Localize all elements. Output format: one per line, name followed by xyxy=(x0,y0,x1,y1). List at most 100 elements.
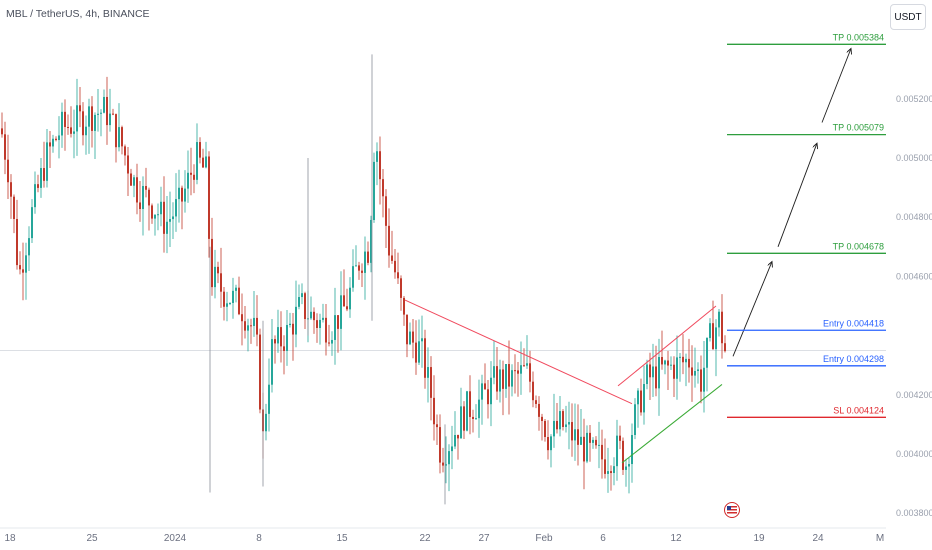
candle-body xyxy=(295,306,297,335)
candle-body xyxy=(457,434,459,439)
candle-body xyxy=(706,338,708,368)
candle-body xyxy=(664,360,666,365)
price-tick-label: 0.005200 xyxy=(896,94,932,104)
candle-body xyxy=(601,444,603,460)
candle-body xyxy=(34,184,36,208)
candle-body xyxy=(358,265,360,271)
candle-body xyxy=(331,339,333,344)
candle-body xyxy=(115,114,117,148)
candle-body xyxy=(253,317,255,327)
candle-body xyxy=(217,266,219,274)
candle-body xyxy=(223,291,225,307)
candle-body xyxy=(349,287,351,310)
projection-arrow[interactable] xyxy=(821,48,851,123)
candle-body xyxy=(526,363,528,366)
candle-body xyxy=(103,96,105,113)
candle-body xyxy=(40,168,42,188)
time-tick-label: 18 xyxy=(4,533,16,544)
time-tick-label: 19 xyxy=(753,533,765,544)
channel-upper-line[interactable] xyxy=(617,305,717,387)
candle-body xyxy=(463,406,465,431)
price-tick-label: 0.005000 xyxy=(896,153,932,163)
candle-body xyxy=(334,315,336,340)
candle-body xyxy=(259,334,261,410)
candle-body xyxy=(622,440,624,470)
price-tick-label: 0.004000 xyxy=(896,449,932,459)
candle-body xyxy=(694,370,696,376)
candle-body xyxy=(58,135,60,141)
channel-lower-line[interactable] xyxy=(621,384,723,464)
candle-body xyxy=(682,356,684,363)
candle-body xyxy=(169,219,171,222)
candle-body xyxy=(232,290,234,303)
resistance-trendline[interactable] xyxy=(404,299,633,405)
price-axis-bg xyxy=(886,0,932,550)
candle-body xyxy=(577,429,579,445)
candle-body xyxy=(91,106,93,131)
candle-body xyxy=(712,323,714,350)
candle-body xyxy=(196,142,198,180)
candle-body xyxy=(88,106,90,127)
currency-button[interactable]: USDT xyxy=(890,4,926,30)
candle-body xyxy=(544,420,546,438)
candle-body xyxy=(304,293,306,320)
candle-body xyxy=(466,391,468,431)
candle-body xyxy=(721,311,723,344)
projection-arrow[interactable] xyxy=(732,262,772,357)
candle-body xyxy=(685,358,687,363)
candle-body xyxy=(361,270,363,273)
candle-body xyxy=(613,466,615,474)
candle-body xyxy=(235,287,237,291)
candle-body xyxy=(661,357,663,365)
candle-body xyxy=(649,364,651,378)
candle-body xyxy=(511,370,513,387)
candle-body xyxy=(409,331,411,345)
candle-body xyxy=(451,446,453,452)
candle-body xyxy=(283,346,285,351)
candle-body xyxy=(82,111,84,136)
candle-body xyxy=(478,399,480,419)
candle-body xyxy=(112,113,114,115)
candle-body xyxy=(208,156,210,239)
time-tick-label: Feb xyxy=(535,533,553,544)
candle-body xyxy=(340,295,342,329)
candle-body xyxy=(160,201,162,215)
candle-body xyxy=(604,459,606,474)
candle-body xyxy=(67,126,69,128)
level-label: Entry 0.004298 xyxy=(823,354,884,364)
candle-body xyxy=(85,126,87,136)
candle-body xyxy=(589,432,591,443)
candle-body xyxy=(646,364,648,385)
candle-body xyxy=(715,327,717,350)
candle-body xyxy=(154,214,156,219)
candle-body xyxy=(100,112,102,114)
candle-body xyxy=(136,177,138,203)
time-tick-label: 24 xyxy=(812,533,824,544)
candle-body xyxy=(70,127,72,134)
level-label: Entry 0.004418 xyxy=(823,318,884,328)
candle-body xyxy=(520,365,522,374)
candle-body xyxy=(394,260,396,273)
candle-body xyxy=(382,179,384,197)
candle-body xyxy=(625,466,627,470)
candle-body xyxy=(667,360,669,366)
price-tick-label: 0.004600 xyxy=(896,271,932,281)
candle-body xyxy=(400,278,402,298)
candle-body xyxy=(166,221,168,234)
candle-body xyxy=(220,273,222,292)
candle-body xyxy=(670,364,672,366)
candle-body xyxy=(181,187,183,202)
candle-body xyxy=(322,317,324,320)
candle-body xyxy=(562,411,564,427)
candle-body xyxy=(658,357,660,389)
candle-body xyxy=(52,138,54,147)
projection-arrow[interactable] xyxy=(777,143,817,247)
candle-body xyxy=(421,338,423,342)
time-tick-label: 12 xyxy=(670,533,682,544)
candle-body xyxy=(532,381,534,401)
candle-body xyxy=(607,471,609,474)
candle-body xyxy=(172,216,174,220)
candle-body xyxy=(487,389,489,405)
candle-body xyxy=(505,364,507,389)
